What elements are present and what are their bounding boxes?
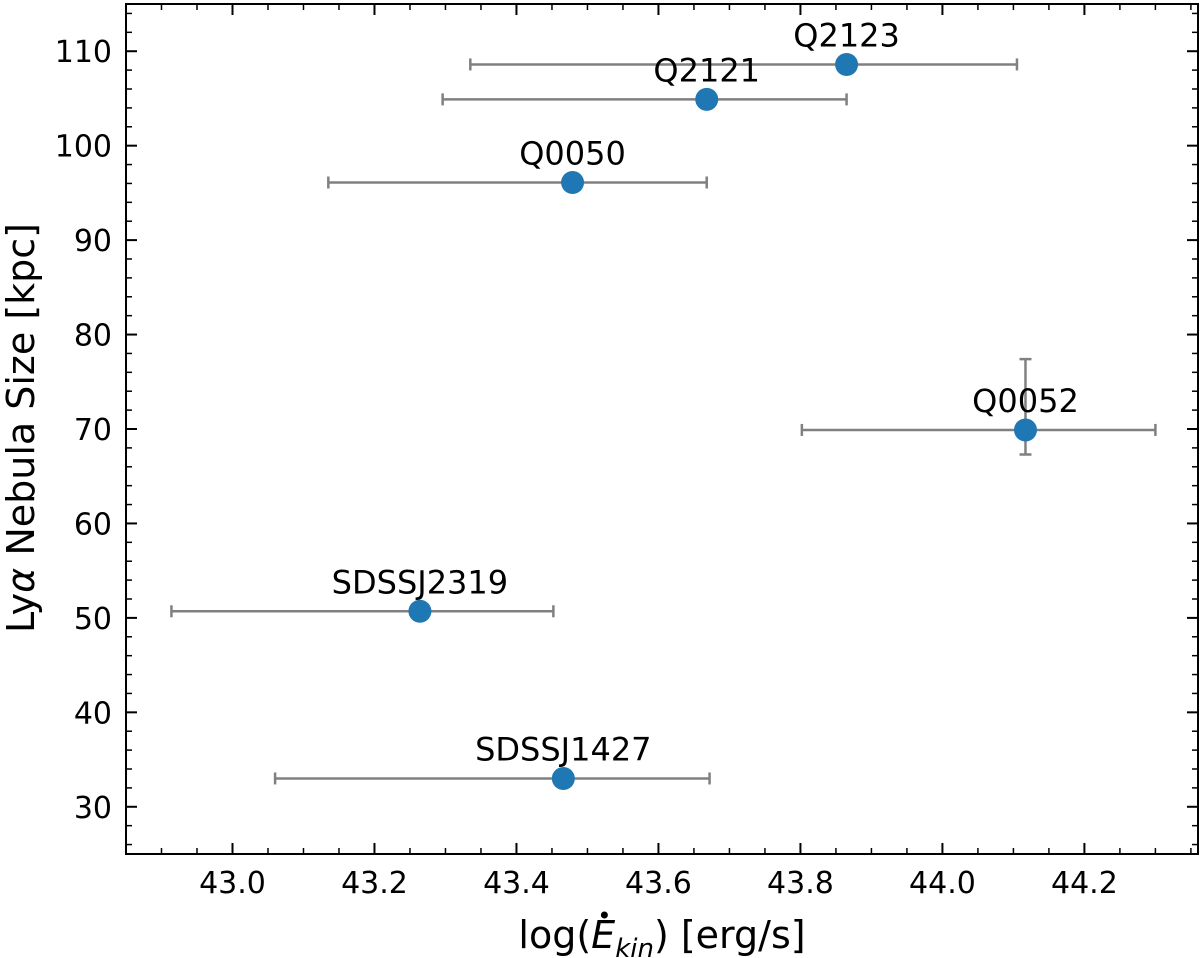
y-axis-title: Lyα Nebula Size [kpc] — [0, 223, 43, 633]
point-label: Q0050 — [519, 135, 626, 173]
x-tick-label: 43.0 — [199, 866, 266, 901]
x-tick-label: 44.2 — [1051, 866, 1118, 901]
data-point-marker — [835, 52, 859, 76]
y-tick-label: 50 — [74, 602, 112, 637]
x-axis-title: log(Ekin) [erg/s] — [518, 913, 805, 958]
x-tick-label: 43.2 — [341, 866, 408, 901]
y-axis-title-suffix: Nebula Size [kpc] — [0, 223, 43, 568]
point-label: SDSSJ1427 — [475, 730, 651, 768]
x-tick-label: 43.8 — [767, 866, 834, 901]
point-labels: Q2123 Q2121 Q0050 Q0052 SDSSJ2319 SDSSJ1427 — [332, 16, 1079, 768]
x-axis-title-suffix: ) [erg/s] — [654, 913, 806, 957]
x-axis-title-prefix: log( — [518, 913, 591, 957]
y-tick-label: 110 — [55, 35, 112, 70]
y-tick-label: 70 — [74, 413, 112, 448]
data-points — [408, 52, 1037, 790]
y-axis-title-prefix: Ly — [0, 593, 43, 633]
y-tick-label: 40 — [74, 696, 112, 731]
y-tick-label: 80 — [74, 319, 112, 354]
data-point-marker — [695, 87, 719, 111]
y-tick-label: 60 — [74, 507, 112, 542]
axis-ticks: 43.0 43.2 43.4 43.6 43.8 44.0 44.2 30 40 50 60 70 80… — [55, 4, 1198, 901]
x-axis-title-subscript: kin — [615, 934, 654, 958]
data-point-marker — [1013, 418, 1037, 442]
data-point-marker — [551, 766, 575, 790]
x-tick-label: 43.4 — [483, 866, 550, 901]
point-label: SDSSJ2319 — [332, 563, 508, 601]
y-axis-title-greek: α — [0, 568, 43, 593]
y-tick-label: 30 — [74, 791, 112, 826]
x-axis-title-dot-accent — [600, 911, 608, 919]
x-tick-label: 44.0 — [909, 866, 976, 901]
x-axis-title-symbol: E — [591, 913, 615, 957]
y-tick-label: 100 — [55, 130, 112, 165]
point-label: Q2123 — [793, 16, 900, 54]
data-point-marker — [408, 599, 432, 623]
x-tick-label: 43.6 — [625, 866, 692, 901]
data-point-marker — [561, 171, 585, 194]
point-label: Q0052 — [972, 382, 1079, 420]
plot-frame — [125, 3, 1199, 855]
point-label: Q2121 — [653, 51, 760, 89]
y-tick-label: 90 — [74, 224, 112, 259]
